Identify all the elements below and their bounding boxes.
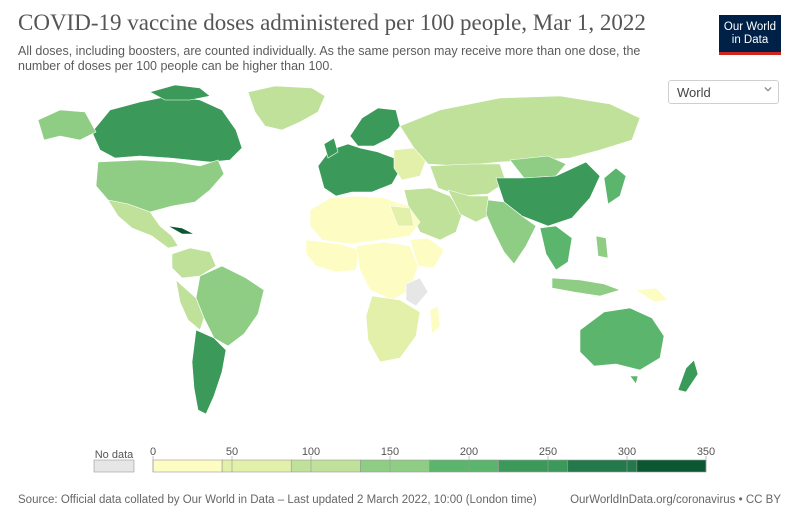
map-region-canada[interactable] xyxy=(91,95,243,163)
map-region-tasmania[interactable] xyxy=(629,375,639,385)
map-region-japan[interactable] xyxy=(603,167,627,205)
map-region-colombia-venezuela[interactable] xyxy=(171,247,217,279)
map-region-horn-of-africa[interactable] xyxy=(409,237,445,269)
map-region-mongolia[interactable] xyxy=(509,155,567,179)
legend: No data 0 50 100 150 200 250 300 350 xyxy=(93,446,715,473)
map-region-new-zealand[interactable] xyxy=(677,359,699,393)
source-note: Source: Official data collated by Our Wo… xyxy=(18,494,537,506)
legend-bin[interactable] xyxy=(636,459,707,473)
chart-subtitle: All doses, including boosters, are count… xyxy=(18,44,641,73)
legend-bin[interactable] xyxy=(360,459,430,473)
legend-tick-label: 0 xyxy=(150,446,156,458)
map-region-russia[interactable] xyxy=(399,95,641,167)
region-select[interactable]: World xyxy=(668,80,779,104)
legend-bin[interactable] xyxy=(221,459,292,473)
map-region-indonesia[interactable] xyxy=(551,277,621,297)
map-region-southern-africa[interactable] xyxy=(365,295,421,363)
legend-tick-label: 150 xyxy=(381,446,399,458)
map-region-australia[interactable] xyxy=(579,307,665,371)
region-select-value: World xyxy=(677,85,711,100)
map-region-somalia[interactable] xyxy=(405,277,429,307)
map-region-alaska[interactable] xyxy=(37,109,97,141)
map-region-uk[interactable] xyxy=(323,137,339,159)
logo-red-bar xyxy=(719,52,781,55)
map-region-central-asia[interactable] xyxy=(429,163,507,197)
logo-line-1: Our World xyxy=(723,21,777,33)
map-region-papua[interactable] xyxy=(635,287,669,303)
chevron-down-icon xyxy=(764,86,772,92)
chart-title: COVID-19 vaccine doses administered per … xyxy=(18,10,646,35)
map-region-brazil[interactable] xyxy=(195,265,265,347)
map-region-madagascar[interactable] xyxy=(429,305,441,335)
map-countries xyxy=(37,84,699,415)
map-region-west-africa[interactable] xyxy=(305,239,361,273)
owid-logo[interactable]: Our World in Data xyxy=(719,15,781,55)
legend-bin[interactable] xyxy=(498,459,569,473)
logo-line-2: in Data xyxy=(731,34,769,46)
credit-link[interactable]: OurWorldInData.org/coronavirus • CC BY xyxy=(570,494,781,506)
legend-tick-label: 100 xyxy=(302,446,320,458)
legend-tick-label: 350 xyxy=(697,446,715,458)
legend-no-data-label: No data xyxy=(95,449,134,461)
map-region-india[interactable] xyxy=(485,199,537,265)
map-region-mexico[interactable] xyxy=(107,199,179,249)
legend-tick-label: 250 xyxy=(539,446,557,458)
legend-bin[interactable] xyxy=(152,459,223,473)
legend-tick-label: 300 xyxy=(618,446,636,458)
legend-bin[interactable] xyxy=(567,459,638,473)
map-region-cuba[interactable] xyxy=(167,225,195,235)
legend-bin[interactable] xyxy=(290,459,361,473)
map-region-greenland[interactable] xyxy=(247,85,326,131)
legend-tick-label: 50 xyxy=(226,446,238,458)
map-region-scandinavia[interactable] xyxy=(349,107,401,147)
map-region-philippines[interactable] xyxy=(595,235,609,259)
map-region-peru-bolivia[interactable] xyxy=(175,279,205,331)
world-map[interactable] xyxy=(0,80,795,440)
map-region-chile-argentina[interactable] xyxy=(191,329,227,415)
map-region-southeast-asia[interactable] xyxy=(539,225,573,271)
legend-no-data-swatch xyxy=(93,459,135,473)
map-region-egypt[interactable] xyxy=(389,205,415,227)
legend-bin[interactable] xyxy=(429,459,499,473)
map-region-arctic-islands[interactable] xyxy=(149,84,211,101)
legend-tick-label: 200 xyxy=(460,446,478,458)
